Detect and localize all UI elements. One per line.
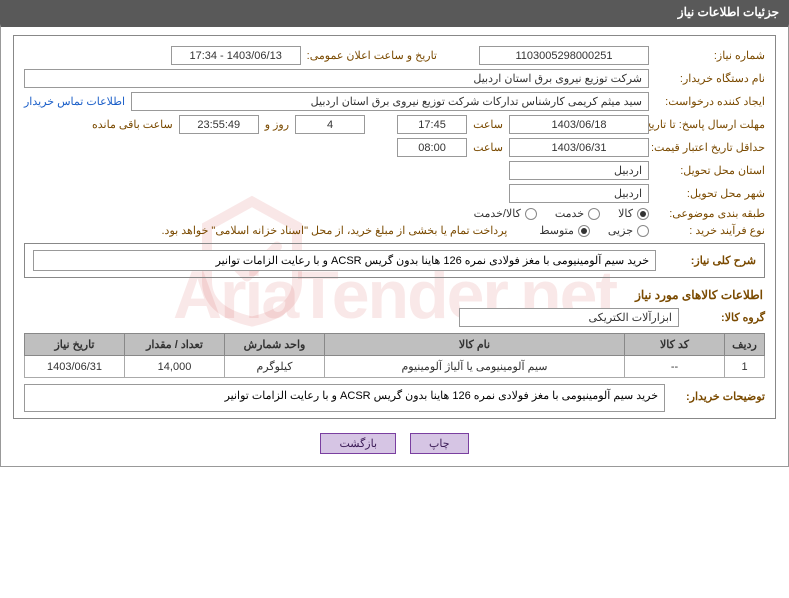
radio-medium[interactable]: متوسط (539, 224, 590, 237)
col-name: نام کالا (325, 334, 625, 356)
radio-partial-label: جزیی (608, 224, 633, 237)
field-remaining-days: 4 (295, 115, 365, 134)
field-deadline-time: 17:45 (397, 115, 467, 134)
label-hour-2: ساعت (473, 141, 503, 154)
col-unit: واحد شمارش (225, 334, 325, 356)
items-section-title: اطلاعات کالاهای مورد نیاز (26, 288, 763, 302)
need-summary-box: شرح کلی نیاز: خرید سیم آلومینیومی با مغز… (24, 243, 765, 278)
col-row: ردیف (725, 334, 765, 356)
radio-service-label: خدمت (555, 207, 584, 220)
page-header: جزئیات اطلاعات نیاز (0, 0, 789, 24)
field-min-valid-date: 1403/06/31 (509, 138, 649, 157)
radio-goods-label: کالا (618, 207, 633, 220)
field-announce-datetime: 1403/06/13 - 17:34 (171, 46, 301, 65)
label-hour-1: ساعت (473, 118, 503, 131)
cell-date: 1403/06/31 (25, 356, 125, 378)
col-code: کد کالا (625, 334, 725, 356)
process-radio-group: جزیی متوسط (539, 224, 649, 237)
field-item-group: ابزارآلات الکتریکی (459, 308, 679, 327)
field-deliver-city: اردبیل (509, 184, 649, 203)
cell-unit: کیلوگرم (225, 356, 325, 378)
category-radio-group: کالا خدمت کالا/خدمت (474, 207, 649, 220)
radio-goods[interactable]: کالا (618, 207, 649, 220)
field-buyer-desc: خرید سیم آلومینیومی با مغز فولادی نمره 1… (24, 384, 665, 412)
cell-name: سیم آلومینیومی یا آلیاژ آلومینیوم (325, 356, 625, 378)
field-min-valid-time: 08:00 (397, 138, 467, 157)
field-deliver-province: اردبیل (509, 161, 649, 180)
radio-goods-service-label: کالا/خدمت (474, 207, 521, 220)
radio-partial[interactable]: جزیی (608, 224, 649, 237)
label-min-valid: حداقل تاریخ اعتبار قیمت: تا تاریخ: (655, 142, 765, 154)
items-table: ردیف کد کالا نام کالا واحد شمارش تعداد /… (24, 333, 765, 378)
label-need-summary: شرح کلی نیاز: (666, 254, 756, 267)
label-deadline: مهلت ارسال پاسخ: تا تاریخ: (655, 119, 765, 131)
label-remaining: ساعت باقی مانده (92, 118, 173, 131)
footer-buttons: چاپ بازگشت (13, 433, 776, 454)
details-panel: شماره نیاز: 1103005298000251 تاریخ و ساع… (13, 35, 776, 419)
cell-code: -- (625, 356, 725, 378)
label-days-and: روز و (265, 118, 289, 131)
radio-medium-label: متوسط (539, 224, 574, 237)
cell-qty: 14,000 (125, 356, 225, 378)
field-buyer-org: شرکت توزیع نیروی برق استان اردبیل (24, 69, 649, 88)
buyer-contact-link[interactable]: اطلاعات تماس خریدار (24, 95, 125, 108)
back-button[interactable]: بازگشت (320, 433, 396, 454)
radio-goods-service[interactable]: کالا/خدمت (474, 207, 537, 220)
field-remaining-time: 23:55:49 (179, 115, 259, 134)
field-requester: سید میثم کریمی کارشناس تدارکات شرکت توزی… (131, 92, 649, 111)
label-buy-process: نوع فرآیند خرید : (655, 224, 765, 237)
field-need-no: 1103005298000251 (479, 46, 649, 65)
label-item-group: گروه کالا: (685, 311, 765, 324)
field-need-summary: خرید سیم آلومینیومی با مغز فولادی نمره 1… (33, 250, 656, 271)
radio-service[interactable]: خدمت (555, 207, 600, 220)
outer-frame: شماره نیاز: 1103005298000251 تاریخ و ساع… (0, 24, 789, 467)
label-announce-datetime: تاریخ و ساعت اعلان عمومی: (307, 49, 437, 62)
table-row: 1 -- سیم آلومینیومی یا آلیاژ آلومینیوم ک… (25, 356, 765, 378)
col-qty: تعداد / مقدار (125, 334, 225, 356)
label-requester: ایجاد کننده درخواست: (655, 95, 765, 108)
print-button[interactable]: چاپ (410, 433, 469, 454)
label-need-no: شماره نیاز: (655, 49, 765, 62)
cell-row: 1 (725, 356, 765, 378)
label-subject-cat: طبقه بندی موضوعی: (655, 207, 765, 220)
label-deliver-province: استان محل تحویل: (655, 164, 765, 177)
payment-note: پرداخت تمام یا بخشی از مبلغ خرید، از محل… (162, 224, 508, 237)
label-buyer-desc: توضیحات خریدار: (665, 384, 765, 412)
col-date: تاریخ نیاز (25, 334, 125, 356)
label-buyer-org: نام دستگاه خریدار: (655, 72, 765, 85)
label-deliver-city: شهر محل تحویل: (655, 187, 765, 200)
field-deadline-date: 1403/06/18 (509, 115, 649, 134)
